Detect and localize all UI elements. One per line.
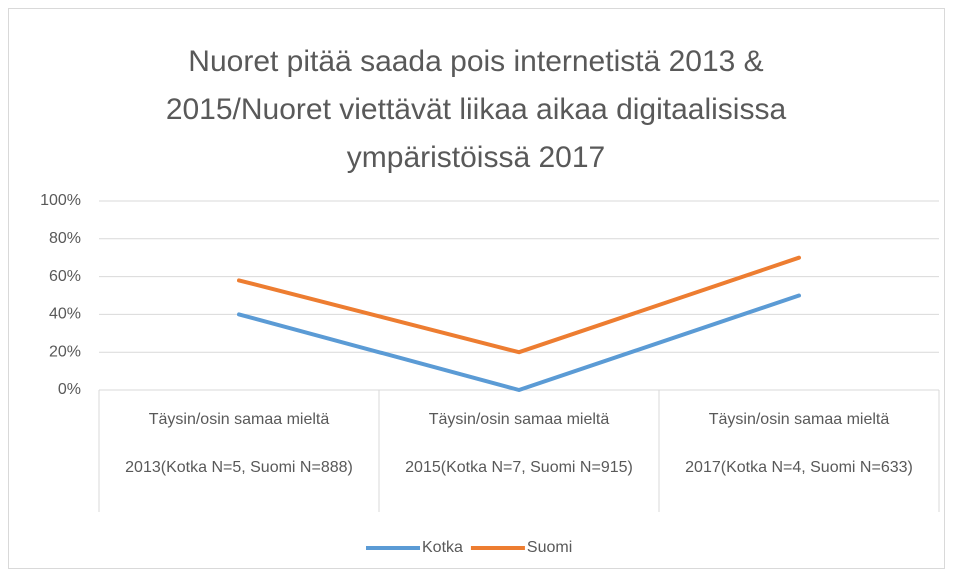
x-tick-label: Täysin/osin samaa mieltä 2017(Kotka N=4,… [685, 411, 913, 476]
y-tick-label: 60% [49, 268, 81, 285]
legend-label: Kotka [422, 539, 463, 556]
legend-label: Suomi [527, 539, 572, 556]
y-tick-label: 100% [40, 192, 81, 209]
series-line [237, 293, 801, 392]
x-tick-label: Täysin/osin samaa mieltä 2013(Kotka N=5,… [125, 411, 353, 476]
chart-title: Nuoret pitää saada pois internetistä 201… [165, 45, 787, 174]
y-tick-label: 80% [49, 230, 81, 247]
y-tick-label: 20% [49, 343, 81, 360]
x-tick-label: Täysin/osin samaa mieltä 2015(Kotka N=7,… [405, 411, 633, 476]
series-line [237, 255, 801, 355]
chart-border [8, 8, 945, 569]
y-tick-label: 40% [49, 306, 81, 323]
y-tick-label: 0% [58, 381, 81, 398]
